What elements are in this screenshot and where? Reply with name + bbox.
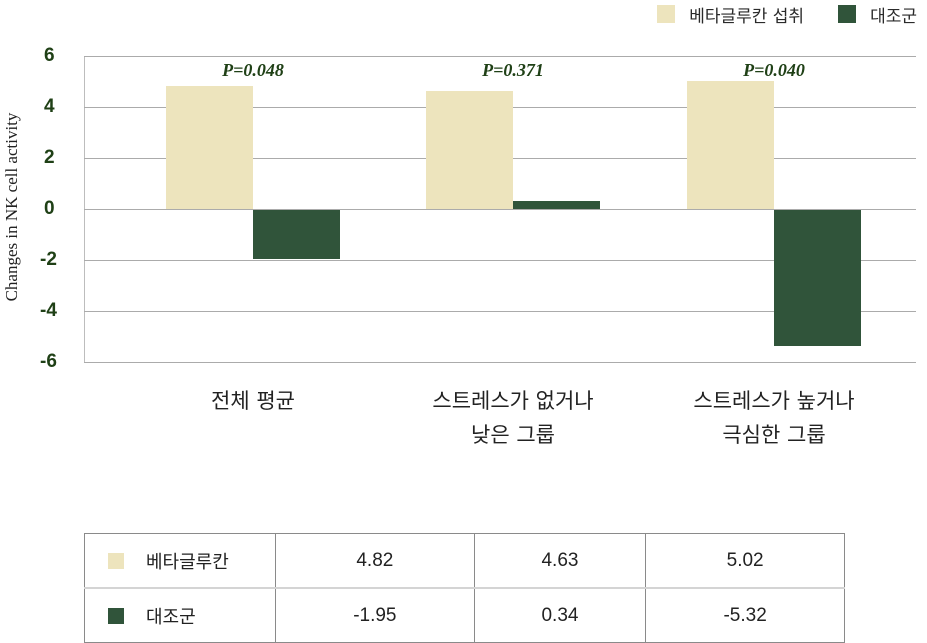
gridline [84, 311, 916, 312]
legend-item-control: 대조군 [838, 2, 917, 27]
table-cell: -1.95 [275, 587, 475, 643]
legend-label-beta-glucan: 베타글루칸 섭취 [689, 6, 805, 27]
table-row-label: 대조군 [84, 587, 276, 643]
table-row: 베타글루칸 4.82 4.63 5.02 [84, 533, 845, 589]
y-tick: 0 [44, 198, 55, 219]
legend-swatch-control [838, 5, 857, 23]
table-cell: 5.02 [645, 533, 845, 589]
p-value-label: P=0.048 [222, 60, 284, 80]
legend-item-beta-glucan: 베타글루칸 섭취 [657, 2, 804, 27]
y-tick: 6 [44, 45, 55, 66]
table-cell: 4.82 [275, 533, 475, 589]
x-category-line: 스트레스가 높거나 [693, 389, 855, 413]
bar-beta-glucan [166, 86, 253, 210]
bar-control [513, 200, 600, 210]
x-category-label: 스트레스가 높거나 극심한 그룹 [644, 384, 904, 452]
bar-control [253, 209, 340, 260]
row-label-text: 베타글루칸 [146, 551, 229, 573]
p-value-label: P=0.040 [743, 60, 805, 80]
legend-label-control: 대조군 [870, 6, 917, 27]
y-tick: -6 [40, 351, 57, 372]
x-category-label: 스트레스가 없거나 낮은 그룹 [383, 384, 643, 452]
bar-control [774, 209, 861, 346]
y-tick: -2 [40, 249, 57, 270]
y-tick: -4 [40, 300, 57, 321]
gridline [84, 260, 916, 261]
table-row-label: 베타글루칸 [84, 533, 276, 589]
x-category-line: 낮은 그룹 [471, 423, 555, 447]
y-tick: 2 [44, 147, 55, 168]
gridline [84, 56, 916, 57]
legend-swatch-beta-glucan [657, 5, 676, 23]
table-cell: -5.32 [645, 587, 845, 643]
gridline [84, 362, 916, 363]
bar-beta-glucan [687, 80, 774, 210]
gridline [84, 209, 916, 210]
x-category-line: 전체 평균 [211, 389, 295, 413]
x-category-label: 전체 평균 [123, 384, 383, 418]
swatch-control-icon [108, 607, 124, 624]
y-tick: 4 [44, 96, 55, 117]
p-value-label: P=0.371 [482, 60, 544, 80]
row-label-text: 대조군 [146, 606, 196, 628]
data-table: 베타글루칸 4.82 4.63 5.02 대조군 -1.95 0.34 -5.3… [84, 533, 845, 643]
x-category-line: 극심한 그룹 [722, 423, 826, 447]
table-cell: 4.63 [473, 533, 647, 589]
y-axis-label: Changes in NK cell activity [2, 112, 21, 302]
swatch-beta-glucan-icon [108, 552, 124, 569]
chart-legend: 베타글루칸 섭취 대조군 [633, 0, 917, 28]
bar-beta-glucan [426, 90, 513, 210]
table-row: 대조군 -1.95 0.34 -5.32 [84, 587, 845, 643]
x-category-line: 스트레스가 없거나 [432, 389, 594, 413]
table-cell: 0.34 [473, 587, 647, 643]
